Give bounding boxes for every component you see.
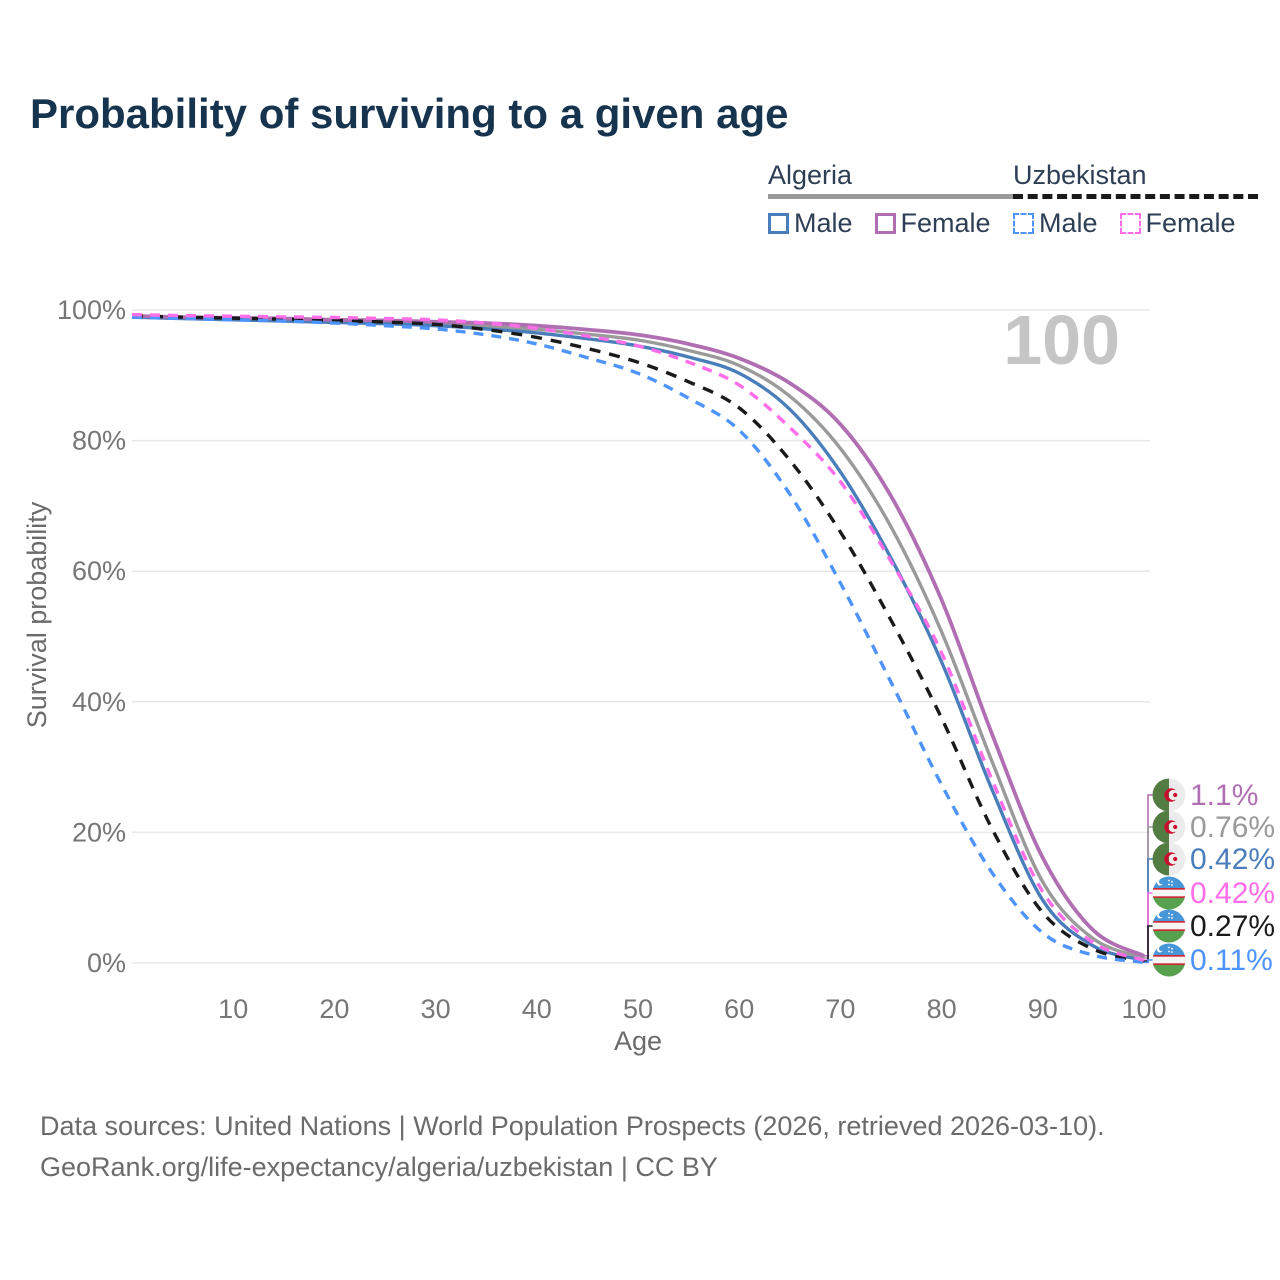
x-tick-label: 60 xyxy=(724,994,754,1024)
data-sources: Data sources: United Nations | World Pop… xyxy=(40,1106,1105,1188)
curve-uzbekistan-both-sexes xyxy=(131,314,1145,963)
legend-group-uzbekistan: Uzbekistan Male Female xyxy=(1013,160,1258,239)
x-tick-label: 10 xyxy=(218,994,248,1024)
end-labels: 1.1%0.76%0.42%0.42%0.27%0.11% xyxy=(1144,778,1275,977)
y-axis-title: Survival probability xyxy=(22,501,52,728)
end-label-value: 0.76% xyxy=(1190,811,1275,844)
legend-swatch-algeria-male[interactable] xyxy=(768,213,789,234)
end-label-algeria-male: 0.42% xyxy=(1144,842,1275,962)
curve-algeria-both-sexes xyxy=(131,314,1145,960)
legend-item-uzbekistan-female[interactable]: Female xyxy=(1145,208,1236,238)
x-tick-label: 70 xyxy=(825,994,855,1024)
end-label-value: 0.11% xyxy=(1190,944,1273,977)
x-tick-label: 90 xyxy=(1028,994,1058,1024)
legend-dashed-line-sample xyxy=(1013,194,1258,199)
end-label-value: 0.42% xyxy=(1190,877,1275,910)
data-sources-line1: Data sources: United Nations | World Pop… xyxy=(40,1111,1105,1141)
x-tick-label: 80 xyxy=(927,994,957,1024)
legend-item-uzbekistan-male[interactable]: Male xyxy=(1039,208,1098,238)
curve-uzbekistan-female xyxy=(131,312,1145,962)
legend-item-algeria-male[interactable]: Male xyxy=(794,208,853,238)
legend-country-label: Algeria xyxy=(768,160,853,190)
uzbekistan-flag-icon xyxy=(1152,876,1186,910)
end-label-algeria-both-sexes: 0.76% xyxy=(1144,810,1275,959)
data-sources-line2: GeoRank.org/life-expectancy/algeria/uzbe… xyxy=(40,1152,718,1182)
watermark-age-100: 100 xyxy=(1003,301,1120,379)
curve-algeria-female xyxy=(131,314,1145,958)
x-tick-label: 40 xyxy=(522,994,552,1024)
gridlines: 0% 20% 40% 60% 80% 100% xyxy=(57,295,1150,978)
axes: 10 20 30 40 50 60 70 80 90 100 Age Survival probabi… xyxy=(22,501,1167,1056)
end-label-uzbekistan-female: 0.42% xyxy=(1144,876,1275,962)
page-title: Probability of surviving to a given age xyxy=(30,90,789,137)
x-tick-label: 30 xyxy=(421,994,451,1024)
curve-algeria-male xyxy=(131,315,1145,962)
x-tick-label: 100 xyxy=(1121,994,1166,1024)
legend-solid-line-sample xyxy=(768,194,1013,199)
y-tick-label: 80% xyxy=(72,426,126,456)
uzbekistan-flag-icon xyxy=(1152,943,1186,977)
x-axis-title: Age xyxy=(614,1026,662,1056)
end-label-uzbekistan-male: 0.11% xyxy=(1144,943,1273,977)
curve-uzbekistan-male xyxy=(131,315,1145,964)
survival-chart: 0% 20% 40% 60% 80% 100% 10 20 30 40 50 60 70 80 90 100 A… xyxy=(22,295,1275,1056)
end-label-value: 0.27% xyxy=(1190,910,1275,943)
y-tick-label: 20% xyxy=(72,817,126,847)
legend-swatch-algeria-female[interactable] xyxy=(874,213,896,234)
curves xyxy=(131,312,1145,964)
uzbekistan-flag-icon xyxy=(1152,909,1186,943)
algeria-flag-icon xyxy=(1152,778,1186,812)
legend-item-algeria-female[interactable]: Female xyxy=(900,208,991,238)
x-tick-label: 50 xyxy=(623,994,653,1024)
legend-swatch-uzbekistan-female[interactable] xyxy=(1119,213,1141,234)
y-tick-label: 40% xyxy=(72,687,126,717)
x-tick-label: 20 xyxy=(319,994,349,1024)
label-connector xyxy=(1144,959,1153,964)
end-label-uzbekistan-both-sexes: 0.27% xyxy=(1144,909,1275,962)
end-label-value: 1.1% xyxy=(1190,779,1258,812)
y-tick-label: 60% xyxy=(72,556,126,586)
y-tick-label: 100% xyxy=(57,295,126,325)
legend-group-algeria: Algeria Male Female xyxy=(768,160,1013,239)
label-connector xyxy=(1144,925,1153,962)
legend-swatch-uzbekistan-male[interactable] xyxy=(1013,213,1034,234)
y-tick-label: 0% xyxy=(87,948,126,978)
algeria-flag-icon xyxy=(1152,810,1186,844)
end-label-value: 0.42% xyxy=(1190,843,1275,876)
legend-country-label: Uzbekistan xyxy=(1013,160,1147,190)
algeria-flag-icon xyxy=(1152,842,1186,876)
